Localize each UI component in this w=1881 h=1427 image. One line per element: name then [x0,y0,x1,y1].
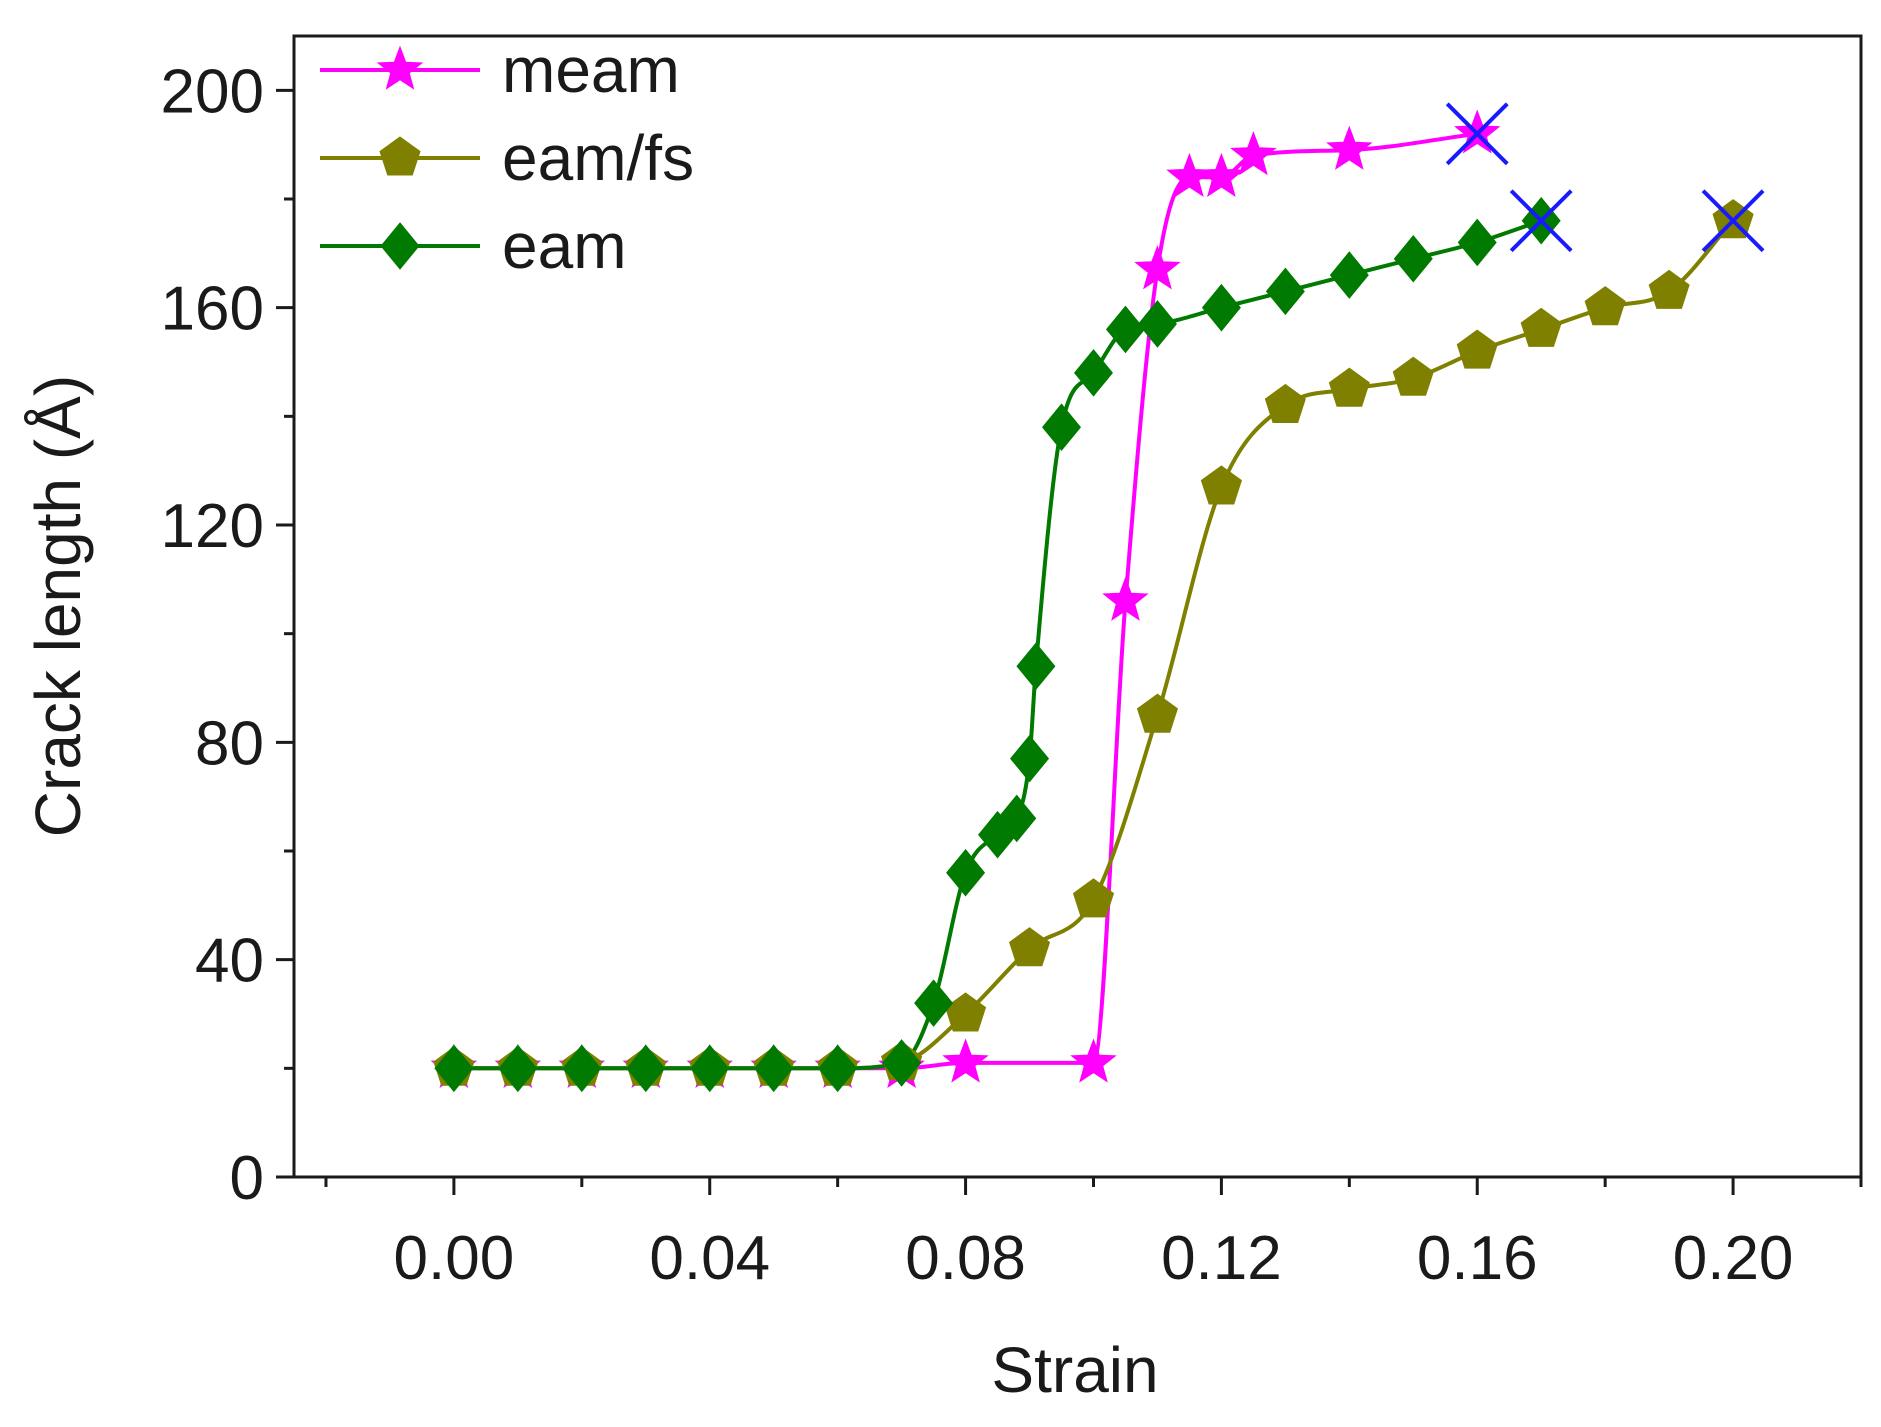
legend-marker [380,222,420,270]
data-point-meam [1102,576,1149,621]
series-line-eam [453,218,1542,1071]
data-point-eam-fs [1328,367,1370,407]
data-point-eam-fs [1520,307,1562,347]
data-point-eam [946,848,986,897]
data-point-meam [1326,125,1373,170]
data-point-eam [434,1044,474,1093]
data-point-eam [1329,251,1369,299]
data-point-eam [1201,283,1241,332]
y-tick-label: 120 [161,492,264,561]
legend-item-eam-fs: eam/fs [320,122,694,194]
data-point-eam [498,1044,538,1093]
data-point-eam [818,1044,858,1093]
x-tick-label: 0.16 [1417,1224,1538,1293]
legend-label: eam/fs [502,122,694,194]
data-point-eam-fs [1072,878,1115,918]
fracture-marker-eam [1509,189,1573,253]
x-tick-label: 0.12 [1161,1224,1282,1293]
data-point-eam [1042,403,1082,451]
y-axis-title: Crack length (Å) [22,375,94,837]
y-tick-label: 160 [161,275,264,344]
data-point-eam [1073,349,1113,397]
x-axis-title: Strain [991,1334,1158,1406]
axes: 0.00 0.04 0.08 0.12 0.16 0.20 0 40 80 120 160 200 [161,57,1863,1293]
legend-marker [379,136,421,176]
y-tick-label: 200 [161,57,264,126]
data-point-eam [1457,218,1497,267]
data-point-eam-fs [1648,269,1690,309]
data-point-eam [690,1044,730,1093]
x-tick-label: 0.08 [905,1224,1026,1293]
data-point-eam [754,1044,794,1093]
series-line-eam-fs [453,219,1735,1071]
plot-frame [292,34,1863,1179]
data-point-eam [1137,300,1177,348]
data-point-eam-fs [1264,383,1306,423]
series-markers [430,102,1765,1093]
data-point-eam-fs [1009,927,1051,967]
data-point-eam [1265,267,1305,316]
y-tick-label: 40 [195,927,264,996]
y-tick-label: 0 [230,1144,264,1213]
data-point-meam [1070,1038,1117,1083]
data-point-eam-fs [1136,693,1178,733]
legend-label: eam [502,210,627,282]
data-point-eam [626,1044,666,1093]
data-point-meam [1134,245,1181,290]
data-point-eam-fs [1456,329,1498,369]
data-point-eam-fs [1584,286,1626,326]
legend: meam eam/fs eam [320,34,694,282]
data-point-eam [914,979,954,1027]
x-tick-label: 0.20 [1673,1224,1794,1293]
data-point-eam [1105,305,1145,354]
data-point-eam [882,1039,922,1087]
data-point-meam [1198,152,1245,198]
fracture-marker-meam [1445,102,1509,166]
data-point-meam [1230,131,1277,176]
data-point-eam [1010,734,1050,783]
legend-item-meam: meam [320,34,680,106]
data-point-eam-fs [1392,356,1434,396]
legend-label: meam [502,34,680,106]
legend-item-eam: eam [320,210,627,282]
data-point-eam [1016,642,1056,691]
fracture-marker-eam-fs [1701,189,1765,253]
series-lines [453,131,1735,1071]
data-point-eam [1393,234,1433,283]
data-point-eam [562,1044,602,1093]
data-point-meam [942,1038,989,1083]
data-point-eam-fs [1200,465,1242,505]
data-point-eam [997,794,1037,843]
x-tick-label: 0.04 [649,1224,770,1293]
y-tick-label: 80 [195,709,264,778]
legend-marker [376,45,424,90]
data-point-meam [1166,152,1213,198]
x-tick-label: 0.00 [394,1224,515,1293]
